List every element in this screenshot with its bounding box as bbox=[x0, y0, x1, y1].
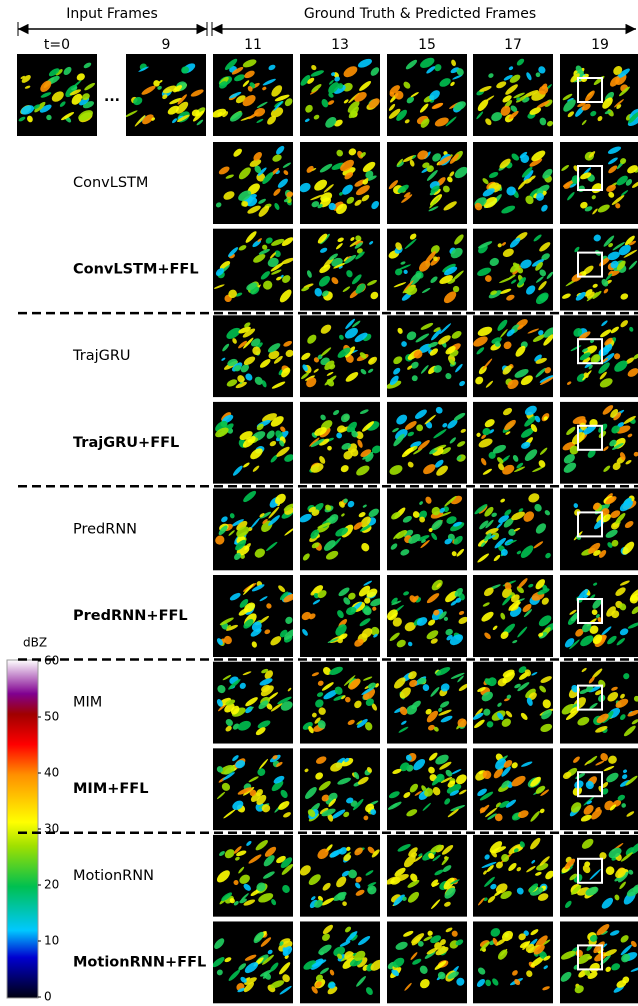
radar-frame bbox=[387, 402, 467, 484]
radar-frame bbox=[473, 835, 556, 917]
radar-frame bbox=[300, 402, 382, 484]
radar-frame bbox=[124, 54, 207, 136]
colorbar-tick-label: 10 bbox=[44, 934, 59, 948]
ellipsis: ... bbox=[104, 89, 120, 105]
row-label: MotionRNN+FFL bbox=[73, 954, 206, 970]
radar-frame bbox=[473, 921, 553, 1003]
radar-frame bbox=[387, 229, 467, 311]
colorbar bbox=[7, 660, 38, 998]
colorbar-tick-label: 30 bbox=[44, 822, 59, 836]
row-label: ConvLSTM bbox=[73, 175, 148, 191]
radar-frame bbox=[473, 142, 554, 224]
radar-frame bbox=[387, 142, 470, 224]
radar-frame bbox=[300, 315, 380, 397]
row-label: TrajGRU bbox=[72, 348, 131, 364]
radar-frame bbox=[473, 402, 553, 484]
radar-frame bbox=[298, 488, 380, 570]
radar-frame bbox=[560, 54, 638, 136]
row-label: MIM+FFL bbox=[73, 781, 148, 797]
colorbar-tick-label: 20 bbox=[44, 878, 59, 892]
radar-frame bbox=[387, 54, 467, 136]
radar-frame bbox=[560, 315, 638, 397]
frame-bg bbox=[213, 54, 293, 136]
colorbar-tick-label: 40 bbox=[44, 766, 59, 780]
radar-frame bbox=[385, 315, 467, 397]
radar-frame bbox=[386, 921, 467, 1003]
radar-frame bbox=[560, 142, 638, 224]
row-label: MotionRNN bbox=[73, 868, 154, 884]
radar-frame bbox=[387, 748, 469, 830]
radar-frame bbox=[385, 575, 469, 657]
frame-bg bbox=[387, 662, 467, 744]
frame-label: 15 bbox=[418, 37, 436, 53]
frame-label: 11 bbox=[244, 37, 262, 53]
radar-frame bbox=[213, 488, 295, 570]
radar-frame bbox=[473, 748, 553, 830]
radar-frame bbox=[300, 229, 380, 311]
radar-frame bbox=[387, 662, 470, 744]
radar-frame bbox=[560, 488, 638, 570]
radar-frame bbox=[300, 921, 385, 1003]
frame-label: 19 bbox=[591, 37, 609, 53]
radar-frame bbox=[213, 662, 294, 744]
figure: Input Frames Ground Truth & Predicted Fr… bbox=[0, 0, 638, 1006]
radar-frame bbox=[300, 662, 380, 744]
radar-frame bbox=[473, 488, 553, 570]
radar-frame bbox=[298, 142, 381, 224]
colorbar-tick-label: 60 bbox=[44, 654, 59, 668]
radar-frame bbox=[473, 229, 554, 311]
row-label: PredRNN bbox=[73, 521, 137, 537]
row-label: PredRNN+FFL bbox=[73, 608, 188, 624]
frame-label: 13 bbox=[331, 37, 349, 53]
radar-frame bbox=[213, 315, 295, 397]
radar-frame bbox=[473, 54, 554, 136]
colorbar-tick-label: 50 bbox=[44, 710, 59, 724]
row-label: ConvLSTM+FFL bbox=[73, 262, 199, 278]
radar-frame bbox=[560, 575, 638, 657]
frame-label: t=0 bbox=[44, 37, 70, 53]
radar-frame bbox=[472, 315, 557, 397]
radar-frame bbox=[559, 921, 638, 1003]
radar-frame bbox=[211, 921, 294, 1003]
output-title: Ground Truth & Predicted Frames bbox=[304, 6, 536, 22]
radar-frame bbox=[213, 575, 297, 657]
radar-frame bbox=[473, 575, 557, 657]
radar-frame bbox=[300, 575, 384, 657]
radar-frame bbox=[213, 142, 294, 224]
radar-frame bbox=[387, 488, 467, 570]
frame-bg bbox=[213, 921, 293, 1003]
radar-frame bbox=[299, 54, 382, 136]
radar-frame bbox=[560, 402, 638, 484]
radar-frame bbox=[213, 748, 293, 830]
radar-frame bbox=[560, 662, 638, 744]
radar-frame bbox=[300, 748, 380, 830]
radar-frame bbox=[213, 402, 295, 484]
radar-frame bbox=[560, 748, 638, 830]
frame-label: 9 bbox=[162, 37, 171, 53]
frame-label: 17 bbox=[504, 37, 522, 53]
colorbar-tick-label: 0 bbox=[44, 990, 52, 1004]
radar-frame bbox=[213, 229, 295, 311]
colorbar-label: dBZ bbox=[23, 636, 47, 650]
frame-bg bbox=[473, 921, 553, 1003]
radar-frame bbox=[211, 54, 294, 136]
radar-frame bbox=[472, 662, 554, 744]
radar-frame bbox=[560, 229, 638, 311]
row-label: TrajGRU+FFL bbox=[73, 435, 179, 451]
radar-frame bbox=[560, 835, 638, 917]
radar-frame bbox=[298, 835, 381, 917]
radar-frame bbox=[213, 835, 294, 917]
radar-frame bbox=[385, 835, 467, 917]
row-label: MIM bbox=[73, 695, 102, 711]
input-title: Input Frames bbox=[66, 6, 158, 22]
radar-frame bbox=[17, 54, 97, 136]
